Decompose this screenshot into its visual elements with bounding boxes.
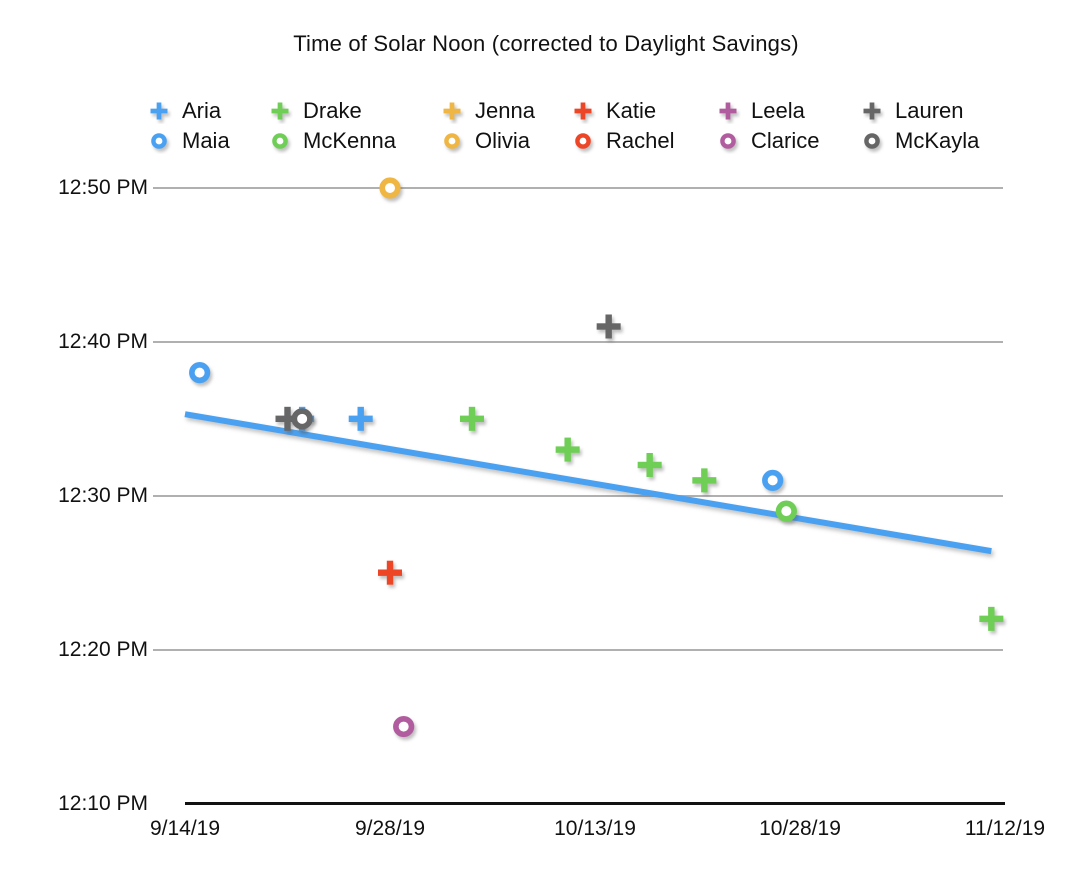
- legend-item-mckayla: McKayla: [859, 126, 979, 156]
- y-tick-label: 12:20 PM: [58, 637, 148, 661]
- legend-circle-glyph: [272, 133, 288, 149]
- legend-plus-glyph: [271, 102, 289, 120]
- legend-item-aria: Aria: [146, 96, 221, 126]
- legend-plus-glyph: [150, 102, 168, 120]
- x-tick-label: 11/12/19: [964, 817, 1046, 840]
- legend-label: Lauren: [895, 98, 964, 123]
- legend-label: Olivia: [475, 128, 531, 153]
- trendline: [184, 411, 992, 555]
- marker-mckayla: [291, 408, 313, 430]
- marker-maia: [762, 469, 784, 491]
- legend-label: Katie: [606, 98, 657, 123]
- legend-item-drake: Drake: [267, 96, 362, 126]
- marker-katie: [378, 560, 402, 585]
- legend-circle-icon: [151, 133, 167, 149]
- legend-label: Drake: [303, 98, 362, 123]
- y-tick-label: 12:30 PM: [58, 483, 148, 507]
- marker-mckenna: [775, 500, 797, 522]
- y-gridline: [153, 648, 1003, 651]
- legend-circle-glyph: [151, 133, 167, 149]
- legend-plus-icon: [719, 102, 737, 120]
- legend-item-maia: Maia: [146, 126, 230, 156]
- legend-plus-glyph: [574, 102, 592, 120]
- legend-plus-icon: [271, 102, 289, 120]
- x-tick-label: 10/13/19: [554, 817, 636, 840]
- y-gridline: [153, 340, 1003, 343]
- x-tick-label: 10/28/19: [759, 817, 841, 840]
- marker-aria: [290, 406, 315, 431]
- legend-circle-icon: [272, 133, 288, 149]
- marker-maia: [189, 362, 211, 384]
- legend-label: Leela: [751, 98, 805, 123]
- marker-lauren: [596, 314, 621, 339]
- legend-circle-icon: [575, 133, 591, 149]
- y-tick-label: 12:50 PM: [58, 176, 148, 199]
- x-axis-line: [185, 802, 1005, 805]
- legend-label: Rachel: [606, 128, 675, 153]
- marker-drake: [555, 437, 580, 462]
- legend-label: Aria: [182, 98, 222, 123]
- legend-label: Maia: [182, 128, 230, 153]
- marker-lauren: [275, 406, 300, 431]
- legend-plus-glyph: [863, 102, 881, 120]
- marker-drake: [979, 606, 1004, 631]
- marker-aria: [348, 406, 373, 431]
- y-gridline: [153, 494, 1003, 497]
- legend-item-olivia: Olivia: [439, 126, 530, 156]
- legend-item-mckenna: McKenna: [267, 126, 396, 156]
- legend-item-rachel: Rachel: [570, 126, 674, 156]
- chart-title: Time of Solar Noon (corrected to Dayligh…: [293, 31, 799, 56]
- y-tick-label: 12:10 PM: [58, 791, 148, 815]
- legend-circle-glyph: [444, 133, 460, 149]
- marker-clarice: [393, 715, 415, 738]
- legend-circle-icon: [444, 133, 460, 149]
- legend-plus-icon: [150, 102, 168, 120]
- legend-circle-glyph: [575, 133, 591, 149]
- legend-plus-icon: [574, 102, 592, 120]
- marker-drake: [692, 468, 717, 493]
- legend-circle-glyph: [720, 133, 736, 149]
- marker-drake: [460, 406, 484, 431]
- legend-label: McKenna: [303, 128, 396, 153]
- legend-item-leela: Leela: [715, 96, 805, 126]
- y-gridline: [153, 187, 1003, 189]
- marker-drake: [637, 452, 662, 477]
- legend-item-katie: Katie: [570, 96, 656, 126]
- y-tick-label: 12:40 PM: [58, 329, 148, 353]
- legend: Aria Drake Jenna Katie Leela Lauren Maia McKenn…: [146, 96, 1046, 156]
- legend-plus-icon: [443, 102, 461, 120]
- legend-circle-icon: [864, 133, 880, 149]
- legend-label: McKayla: [895, 128, 980, 153]
- legend-item-jenna: Jenna: [439, 96, 535, 126]
- legend-item-clarice: Clarice: [715, 126, 819, 156]
- legend-item-lauren: Lauren: [859, 96, 964, 126]
- legend-plus-icon: [863, 102, 881, 120]
- x-tick-label: 9/28/19: [354, 817, 426, 840]
- legend-label: Clarice: [751, 128, 820, 153]
- legend-circle-icon: [720, 133, 736, 149]
- legend-plus-glyph: [719, 102, 737, 120]
- legend-circle-glyph: [864, 133, 880, 149]
- legend-label: Jenna: [475, 98, 535, 123]
- legend-plus-glyph: [443, 102, 461, 120]
- x-tick-label: 9/14/19: [149, 817, 221, 840]
